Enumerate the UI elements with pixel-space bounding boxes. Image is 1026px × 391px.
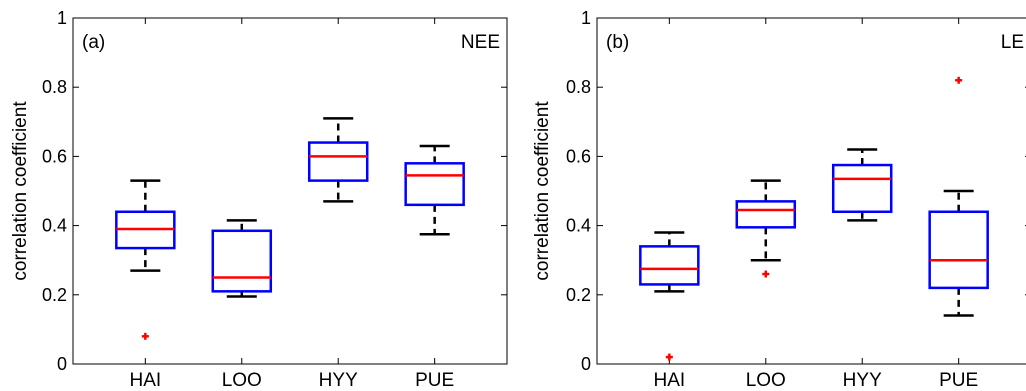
iqr-box <box>404 162 465 207</box>
y-tick-label: 0.2 <box>566 285 591 305</box>
y-tick-label: 0.8 <box>42 77 67 97</box>
box-hai <box>115 179 176 340</box>
panel-label-a: (a) <box>82 32 105 53</box>
iqr-box <box>211 229 273 293</box>
plot-area-a <box>72 17 508 365</box>
y-tick-label: 0 <box>581 354 591 374</box>
box-hyy <box>307 117 369 203</box>
boxes-a <box>115 117 465 340</box>
y-ticks-a: 0 0.2 0.4 0.6 0.8 1 <box>42 8 507 374</box>
x-category-label: HAI <box>653 370 685 391</box>
x-categories-a: HAI LOO HYY PUE <box>129 18 454 391</box>
y-tick-label: 0.6 <box>566 146 591 166</box>
box-loo <box>211 219 273 298</box>
y-tick-label: 0.8 <box>566 77 591 97</box>
x-category-label: HAI <box>129 370 161 391</box>
y-axis-label-b: correlation coefficient <box>532 101 553 281</box>
y-tick-label: 0.2 <box>42 285 67 305</box>
y-tick-label: 0 <box>57 354 67 374</box>
iqr-box <box>928 210 989 290</box>
y-axis-label-a: correlation coefficient <box>10 101 31 281</box>
panel-a: (a) NEE correlation coefficient 00.20.40… <box>10 8 508 391</box>
x-categories-b: HAI LOO HYY PUE <box>653 18 978 391</box>
x-category-label: LOO <box>746 370 786 391</box>
y-tick-label: 0.4 <box>42 216 67 236</box>
x-category-label: HYY <box>843 370 882 391</box>
box-hai <box>639 231 700 361</box>
box-pue <box>404 144 465 236</box>
y-tick-label: 0.6 <box>42 146 67 166</box>
iqr-box <box>831 163 893 214</box>
box-pue <box>928 76 989 317</box>
y-tick-label: 1 <box>581 8 591 28</box>
iqr-box <box>735 200 797 229</box>
boxes-b <box>639 76 989 361</box>
x-category-label: HYY <box>319 370 358 391</box>
box-hyy <box>831 148 893 222</box>
variable-label-nee: NEE <box>461 32 500 53</box>
y-tick-label: 1 <box>57 8 67 28</box>
x-category-label: PUE <box>939 370 978 391</box>
x-category-label: PUE <box>415 370 454 391</box>
iqr-box <box>639 245 700 286</box>
panel-b: (b) LE correlation coefficient 0 0.2 0.4 0.… <box>532 8 1026 391</box>
y-tick-label: 0.4 <box>566 216 591 236</box>
variable-label-le: LE <box>1001 32 1024 53</box>
y-ticks-b: 0 0.2 0.4 0.6 0.8 1 <box>566 8 1026 374</box>
panel-label-b: (b) <box>606 32 629 53</box>
box-loo <box>735 179 797 278</box>
x-category-label: LOO <box>222 370 262 391</box>
iqr-box <box>307 141 369 182</box>
